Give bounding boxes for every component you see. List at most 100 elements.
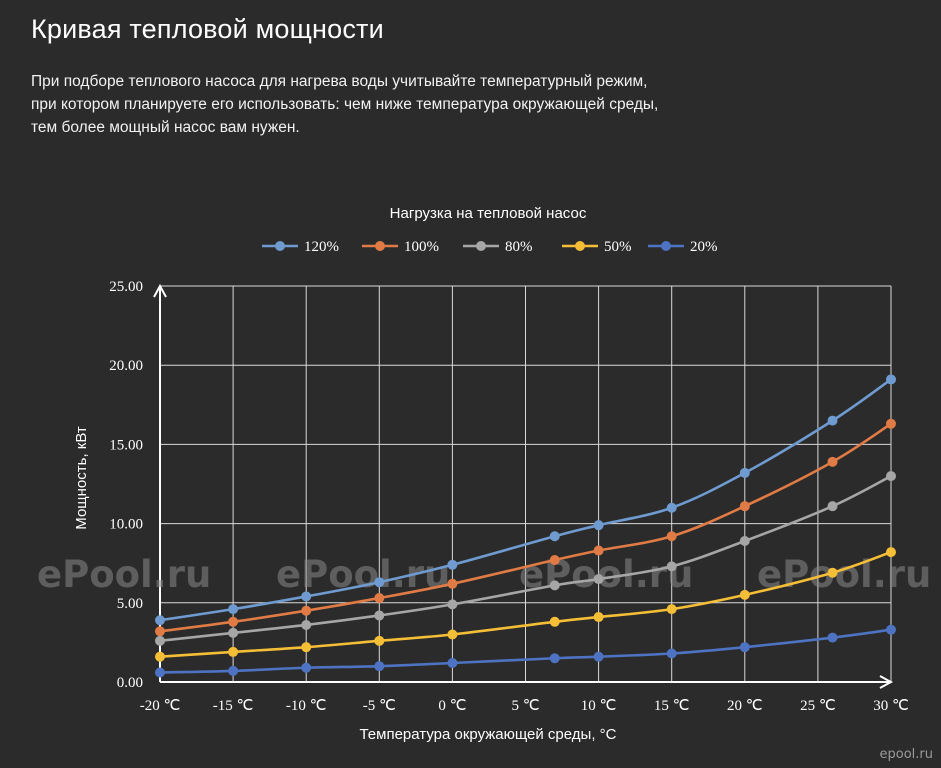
data-point (666, 531, 677, 542)
y-tick-label: 15.00 (109, 437, 143, 453)
data-point (593, 574, 604, 585)
data-point (593, 520, 604, 531)
chart-series (155, 374, 896, 678)
data-point (301, 662, 312, 673)
data-point (886, 471, 896, 482)
watermark-text: ePool.ru (519, 553, 693, 596)
data-point (374, 577, 385, 588)
watermark-text: ePool.ru (37, 553, 211, 596)
data-point (739, 589, 750, 600)
data-point (593, 651, 604, 662)
data-point (447, 578, 458, 589)
x-tick-label: -20 ℃ (140, 698, 181, 714)
legend-label: 120% (304, 239, 339, 255)
data-point (593, 612, 604, 623)
x-tick-label: 30 ℃ (873, 698, 909, 714)
data-point (549, 653, 560, 664)
x-tick-label: -15 ℃ (213, 698, 254, 714)
series-50-pct (155, 547, 896, 662)
legend-label: 100% (404, 239, 439, 255)
x-axis-label: Температура окружающей среды, °C (359, 726, 617, 743)
data-point (549, 555, 560, 566)
data-point (374, 593, 385, 604)
chart-grid (160, 285, 892, 682)
data-point (666, 502, 677, 513)
chart-legend: 120% 100% 80% 50% 20% (262, 239, 718, 255)
data-point (666, 561, 677, 572)
data-point (155, 626, 165, 637)
data-point (228, 616, 239, 627)
data-point (739, 467, 750, 478)
legend-swatch-marker (661, 241, 671, 251)
data-point (447, 559, 458, 570)
data-point (827, 456, 838, 467)
data-point (228, 665, 239, 676)
data-point (739, 642, 750, 653)
description-line: при котором планируете его использовать:… (31, 96, 659, 113)
y-tick-label: 25.00 (109, 279, 143, 295)
data-point (593, 545, 604, 556)
chart-axes (153, 283, 894, 689)
data-point (886, 374, 896, 385)
data-point (374, 610, 385, 621)
data-point (827, 632, 838, 643)
y-tick-label: 0.00 (117, 675, 143, 691)
data-point (886, 418, 896, 429)
series-20-pct (155, 624, 896, 678)
data-point (886, 547, 896, 558)
data-point (301, 591, 312, 602)
x-tick-label: 25 ℃ (800, 698, 836, 714)
y-tick-label: 10.00 (109, 517, 143, 533)
watermarks: ePool.ru ePool.ru ePool.ru ePool.ru (37, 553, 931, 596)
series-80-pct (155, 471, 896, 646)
description-line: При подборе теплового насоса для нагрева… (31, 73, 648, 90)
y-axis-arrow (153, 283, 167, 298)
data-point (447, 629, 458, 640)
x-tick-label: 20 ℃ (727, 698, 763, 714)
data-point (374, 635, 385, 646)
data-point (666, 648, 677, 659)
data-point (155, 651, 165, 662)
y-tick-label: 5.00 (117, 596, 143, 612)
legend-swatch-marker (575, 241, 585, 251)
page-title: Кривая тепловой мощности (31, 14, 384, 44)
data-point (827, 567, 838, 578)
data-point (155, 635, 165, 646)
legend-swatch-marker (476, 241, 486, 251)
corner-watermark: epool.ru (879, 747, 934, 762)
legend-label: 20% (690, 239, 718, 255)
data-point (739, 501, 750, 512)
data-point (228, 646, 239, 657)
legend-label: 80% (505, 239, 533, 255)
chart-title: Нагрузка на тепловой насос (389, 205, 587, 222)
description-line: тем более мощный насос вам нужен. (31, 119, 300, 136)
x-tick-label: 5 ℃ (511, 698, 539, 714)
x-tick-label: 10 ℃ (581, 698, 617, 714)
data-point (827, 501, 838, 512)
data-point (739, 536, 750, 547)
data-point (155, 615, 165, 626)
data-point (549, 616, 560, 627)
legend-swatch-marker (275, 241, 285, 251)
x-axis-arrow (879, 675, 894, 689)
data-point (666, 604, 677, 615)
legend-swatch-marker (375, 241, 385, 251)
x-tick-label: 15 ℃ (654, 698, 690, 714)
data-point (228, 604, 239, 615)
data-point (301, 605, 312, 616)
x-tick-label: -10 ℃ (286, 698, 327, 714)
data-point (549, 531, 560, 542)
x-tick-label: -5 ℃ (363, 698, 396, 714)
data-point (447, 599, 458, 610)
data-point (886, 624, 896, 635)
legend-label: 50% (604, 239, 632, 255)
data-point (155, 667, 165, 678)
chart-ticks: 0.00 5.00 10.00 15.00 20.00 25.00 -20 ℃ -15 ℃ -1… (109, 279, 909, 714)
data-point (301, 619, 312, 630)
data-point (301, 642, 312, 653)
page-description: При подборе теплового насоса для нагрева… (31, 70, 751, 139)
y-tick-label: 20.00 (109, 358, 143, 374)
y-axis-label: Мощность, кВт (73, 426, 90, 530)
data-point (447, 657, 458, 668)
